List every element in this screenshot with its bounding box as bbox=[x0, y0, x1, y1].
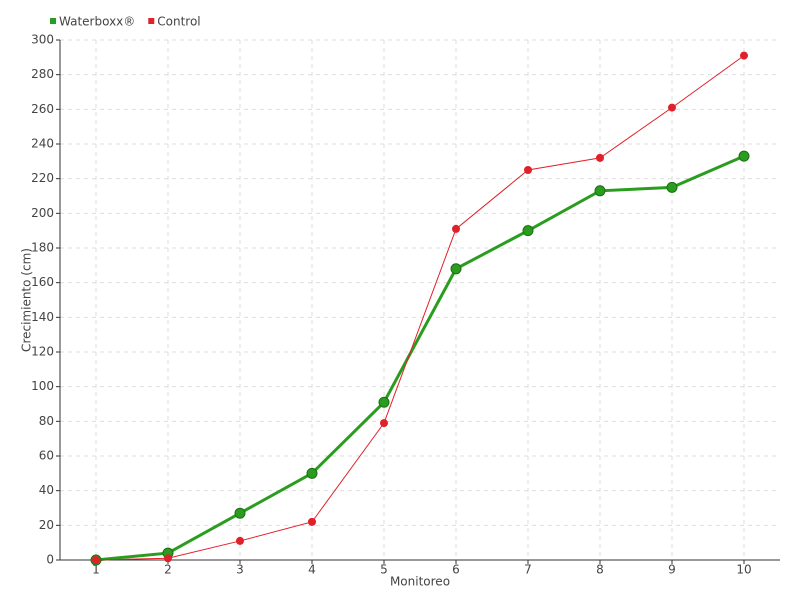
x-tick-label: 2 bbox=[164, 563, 172, 577]
point bbox=[668, 103, 676, 112]
y-tick-label: 180 bbox=[31, 241, 54, 255]
x-tick-label: 3 bbox=[236, 563, 244, 577]
point bbox=[92, 556, 100, 564]
y-tick-label: 80 bbox=[39, 414, 54, 428]
y-tick-label: 60 bbox=[39, 449, 54, 463]
y-tick-label: 140 bbox=[31, 310, 54, 324]
point bbox=[450, 263, 462, 275]
series-line bbox=[95, 154, 745, 562]
x-tick-label: 8 bbox=[596, 563, 604, 577]
point bbox=[308, 517, 316, 526]
point bbox=[522, 225, 534, 237]
x-tick-label: 9 bbox=[668, 563, 676, 577]
legend-label: Control bbox=[157, 15, 200, 29]
point bbox=[452, 224, 460, 233]
x-axis-title: Monitoreo bbox=[390, 575, 450, 589]
y-tick-label: 120 bbox=[31, 345, 54, 359]
y-tick-label: 40 bbox=[39, 483, 54, 497]
y-axis-title: Crecimiento (cm) bbox=[20, 248, 34, 352]
point bbox=[236, 536, 244, 545]
point bbox=[594, 185, 606, 197]
point bbox=[164, 554, 172, 563]
point bbox=[666, 181, 678, 193]
y-tick-label: 200 bbox=[31, 206, 54, 220]
y-tick-label: 240 bbox=[31, 137, 54, 151]
legend-label: Waterboxx® bbox=[59, 15, 135, 29]
y-tick-label: 0 bbox=[46, 553, 54, 567]
point bbox=[740, 51, 748, 60]
x-tick-label: 10 bbox=[736, 563, 751, 577]
x-tick-label: 1 bbox=[92, 563, 100, 577]
y-tick-label: 100 bbox=[31, 379, 54, 393]
point bbox=[306, 467, 318, 479]
x-tick-label: 4 bbox=[308, 563, 316, 577]
y-tick-label: 280 bbox=[31, 67, 54, 81]
point bbox=[738, 150, 750, 162]
x-tick-label: 5 bbox=[380, 563, 388, 577]
point bbox=[596, 153, 604, 162]
series-line bbox=[95, 55, 745, 561]
y-tick-label: 20 bbox=[39, 518, 54, 532]
x-tick-label: 6 bbox=[452, 563, 460, 577]
point bbox=[380, 419, 388, 428]
y-tick-label: 220 bbox=[31, 171, 54, 185]
y-tick-label: 260 bbox=[31, 102, 54, 116]
x-tick-label: 7 bbox=[524, 563, 532, 577]
legend-swatch bbox=[148, 18, 155, 24]
y-tick-label: 300 bbox=[31, 33, 54, 47]
legend-swatch bbox=[50, 18, 56, 24]
y-tick-label: 160 bbox=[31, 275, 54, 289]
point bbox=[524, 166, 532, 174]
point bbox=[378, 396, 390, 408]
point bbox=[234, 507, 246, 519]
